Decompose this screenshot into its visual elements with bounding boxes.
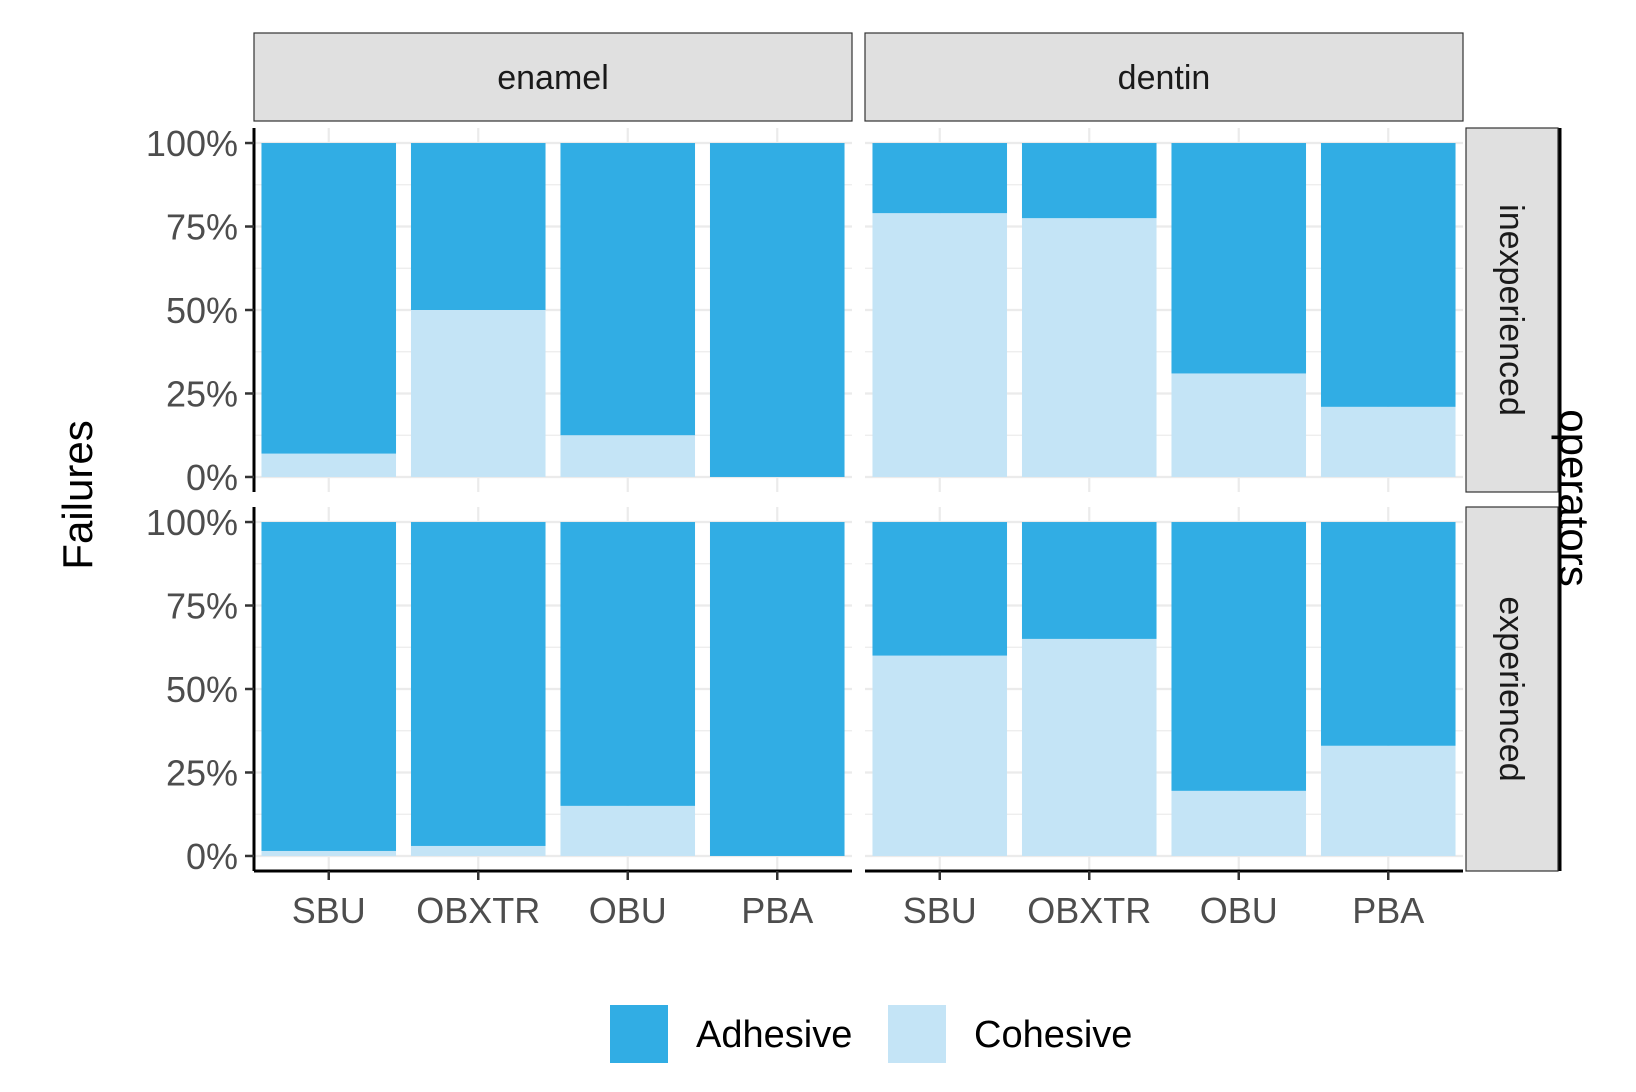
bar-adhesive-dentin-inexperienced-OBU (1171, 143, 1307, 374)
legend-key-adhesive (610, 1005, 668, 1063)
x-tick-label-OBXTR: OBXTR (1027, 890, 1151, 931)
bar-adhesive-enamel-inexperienced-PBA (709, 143, 845, 477)
bar-cohesive-enamel-experienced-OBU (560, 805, 696, 856)
legend-label-cohesive: Cohesive (974, 1014, 1132, 1056)
y-axis-title: Failures (54, 420, 101, 569)
bar-adhesive-dentin-inexperienced-SBU (872, 143, 1008, 214)
y-tick-label-inexperienced: 0% (186, 457, 238, 498)
bar-cohesive-dentin-inexperienced-SBU (872, 213, 1008, 477)
y-tick-label-experienced: 0% (186, 836, 238, 877)
bar-cohesive-enamel-experienced-OBXTR (410, 845, 546, 856)
panels-layer (254, 128, 1463, 871)
x-tick-label-SBU: SBU (292, 890, 366, 931)
legend: Adhesive Cohesive (610, 1005, 1132, 1063)
x-tick-label-PBA: PBA (1352, 890, 1424, 931)
strip-label-experienced: experienced (1492, 596, 1530, 781)
y-tick-label-inexperienced: 25% (166, 373, 238, 414)
strip-experienced (1465, 506, 1559, 872)
bar-cohesive-enamel-inexperienced-OBXTR (410, 310, 546, 477)
bar-adhesive-dentin-inexperienced-PBA (1320, 143, 1456, 407)
bar-cohesive-dentin-inexperienced-PBA (1320, 406, 1456, 477)
y-tick-label-experienced: 50% (166, 669, 238, 710)
y-tick-label-experienced: 25% (166, 752, 238, 793)
bar-adhesive-dentin-experienced-OBU (1171, 522, 1307, 791)
x-tick-label-OBU: OBU (1200, 890, 1278, 931)
bar-adhesive-dentin-experienced-OBXTR (1021, 522, 1157, 639)
legend-key-cohesive (888, 1005, 946, 1063)
y-tick-label-experienced: 100% (146, 502, 238, 543)
bar-adhesive-enamel-experienced-OBXTR (410, 522, 546, 846)
y-tick-label-inexperienced: 100% (146, 123, 238, 164)
bar-adhesive-enamel-experienced-PBA (709, 522, 845, 856)
bar-adhesive-enamel-experienced-OBU (560, 522, 696, 806)
facet-strips-layer: enamel dentin inexperienced experienced (253, 32, 1559, 872)
strip-inexperienced (1465, 127, 1559, 493)
strip-label-inexperienced: inexperienced (1492, 204, 1530, 416)
y-tick-label-experienced: 75% (166, 586, 238, 627)
bar-cohesive-enamel-experienced-SBU (261, 850, 397, 856)
bar-adhesive-enamel-inexperienced-OBU (560, 143, 696, 436)
x-tick-label-SBU: SBU (903, 890, 977, 931)
bar-cohesive-dentin-experienced-OBU (1171, 790, 1307, 856)
right-strip-title: operators (1551, 409, 1598, 586)
axes-layer: 0%25%50%75%100%0%25%50%75%100%SBU OBXTR OB… (146, 123, 1562, 931)
bar-adhesive-dentin-experienced-SBU (872, 522, 1008, 656)
y-tick-label-inexperienced: 50% (166, 290, 238, 331)
bar-cohesive-dentin-experienced-PBA (1320, 745, 1456, 856)
bar-cohesive-enamel-inexperienced-SBU (261, 453, 397, 477)
bar-adhesive-dentin-inexperienced-OBXTR (1021, 143, 1157, 219)
x-tick-label-OBXTR: OBXTR (416, 890, 540, 931)
strip-label-enamel: enamel (497, 59, 609, 97)
bar-cohesive-dentin-experienced-OBXTR (1021, 638, 1157, 856)
y-tick-label-inexperienced: 75% (166, 207, 238, 248)
bar-adhesive-enamel-experienced-SBU (261, 522, 397, 851)
bar-cohesive-dentin-experienced-SBU (872, 655, 1008, 856)
bar-adhesive-enamel-inexperienced-OBXTR (410, 143, 546, 310)
strip-enamel (253, 32, 853, 122)
x-tick-label-PBA: PBA (741, 890, 813, 931)
bar-cohesive-dentin-inexperienced-OBXTR (1021, 218, 1157, 477)
bar-cohesive-enamel-inexperienced-OBU (560, 435, 696, 477)
bar-adhesive-dentin-experienced-PBA (1320, 522, 1456, 746)
legend-label-adhesive: Adhesive (696, 1014, 852, 1056)
strip-label-dentin: dentin (1118, 59, 1211, 97)
bar-cohesive-dentin-inexperienced-OBU (1171, 373, 1307, 477)
bar-adhesive-enamel-inexperienced-SBU (261, 143, 397, 454)
strip-dentin (864, 32, 1464, 122)
x-tick-label-OBU: OBU (589, 890, 667, 931)
